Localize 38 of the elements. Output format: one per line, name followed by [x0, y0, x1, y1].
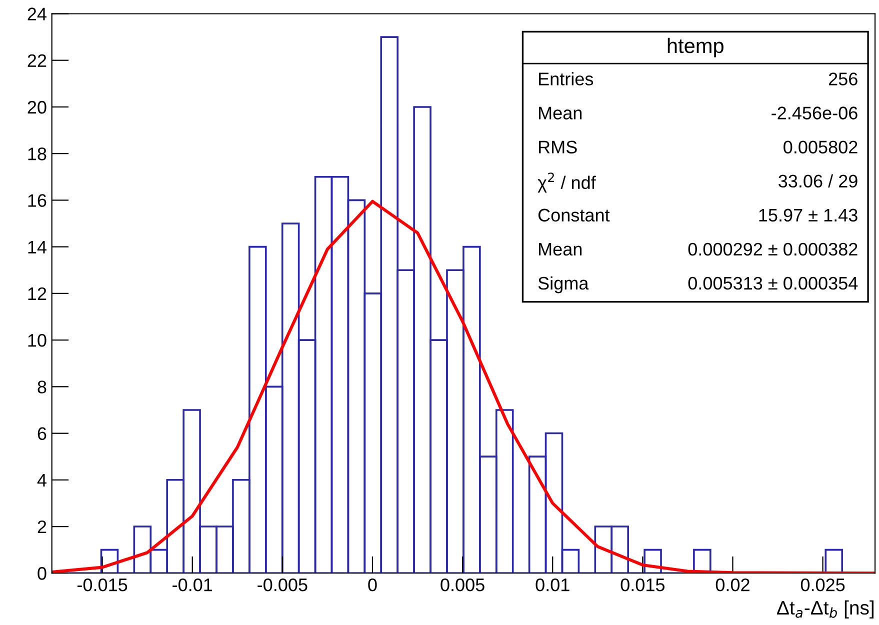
x-tick-label: -0.005	[258, 578, 308, 592]
y-tick-label: 4	[37, 474, 46, 486]
annotation: htemp	[668, 38, 724, 58]
y-tick-label: 14	[28, 240, 46, 254]
annotation: 0.005802	[784, 140, 858, 154]
annotation: Sigma	[538, 276, 589, 294]
annotation: χ$^{2}$ / ndf	[538, 172, 596, 193]
annotation: Constant	[538, 208, 610, 222]
annotation: Mean	[539, 106, 582, 120]
x-axis-title: Δt$_{a}$-Δt$_{b}$ [ns]	[777, 600, 874, 618]
annotation: 15.97 ± 1.43	[759, 208, 858, 222]
annotation: 256	[828, 72, 858, 86]
y-tick-label: 8	[38, 380, 46, 394]
y-tick-label: 16	[28, 194, 46, 207]
y-tick-label: 20	[28, 100, 46, 114]
y-tick-label: 2	[38, 520, 46, 534]
annotation: 33.06 / 29	[778, 174, 858, 188]
x-tick-label: 0.015	[620, 578, 665, 592]
y-tick-label: 0	[38, 567, 46, 580]
y-tick-label: 10	[28, 334, 46, 347]
y-tick-label: 22	[28, 54, 46, 67]
annotation: Entries	[539, 72, 594, 86]
annotation: RMS	[539, 140, 577, 154]
y-tick-label: 24	[28, 8, 46, 20]
x-tick-label: 0.02	[716, 578, 750, 592]
x-tick-label: -0.01	[172, 578, 212, 592]
y-tick-label: 12	[28, 287, 46, 300]
y-tick-label: 18	[28, 148, 46, 160]
x-tick-label: 0.025	[800, 578, 845, 592]
annotation: Mean	[539, 243, 582, 256]
y-tick-label: 6	[38, 427, 46, 440]
annotation: 0.000292 ± 0.000382	[688, 242, 858, 256]
x-tick-label: 0	[368, 578, 377, 592]
annotation: -2.456e-06	[772, 106, 858, 120]
x-tick-label: -0.015	[78, 578, 128, 592]
annotation: 0.005313 ± 0.000354	[688, 276, 858, 290]
x-tick-label: 0.01	[536, 578, 570, 592]
x-tick-label: 0.005	[440, 578, 484, 592]
